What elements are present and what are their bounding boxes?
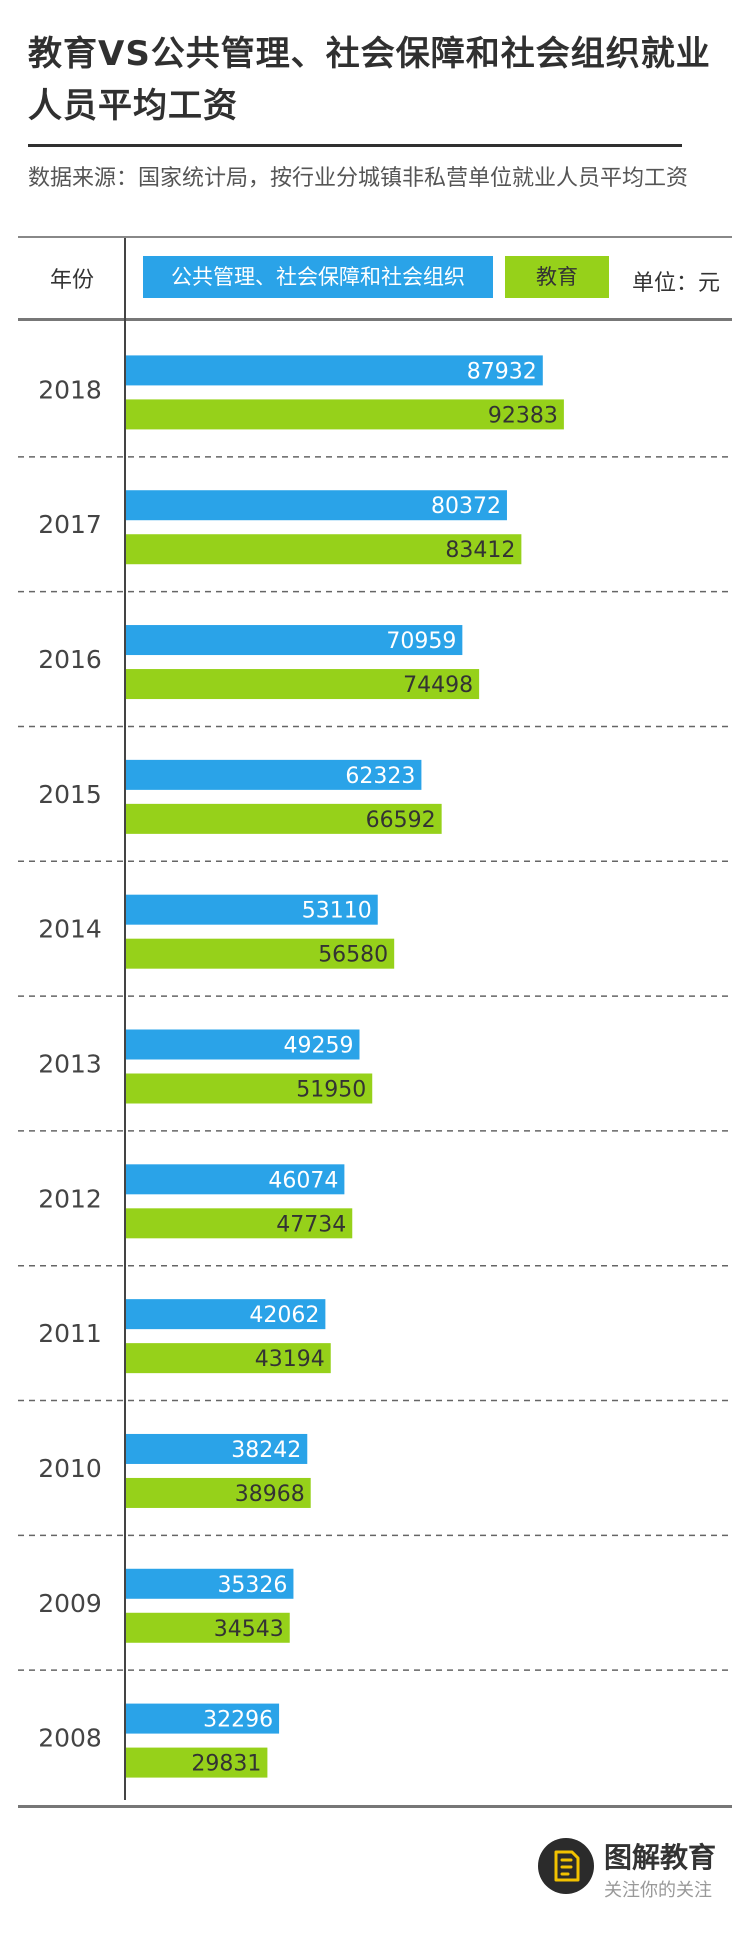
bar-public-admin <box>126 894 378 925</box>
bar-public-admin <box>126 490 507 521</box>
year-label: 2018 <box>38 375 102 404</box>
bar-public-admin <box>126 355 543 386</box>
year-label: 2013 <box>38 1050 102 1079</box>
value-label-public-admin: 87932 <box>467 359 537 384</box>
brand-tagline: 关注你的关注 <box>604 1880 712 1901</box>
unit-label: 单位：元 <box>632 271 721 296</box>
value-label-education: 29831 <box>191 1752 261 1777</box>
value-label-public-admin: 38242 <box>231 1438 301 1463</box>
header-bottom-divider <box>18 318 732 321</box>
bar-education <box>126 399 564 430</box>
value-label-education: 83412 <box>445 538 515 563</box>
value-label-public-admin: 42062 <box>249 1303 319 1328</box>
value-label-public-admin: 80372 <box>431 494 501 519</box>
bar-education <box>126 1208 353 1239</box>
value-label-education: 51950 <box>296 1078 366 1103</box>
chart-title: 教育VS公共管理、社会保障和社会组织就业人员平均工资 <box>28 34 711 126</box>
year-label: 2010 <box>38 1454 102 1483</box>
value-label-education: 56580 <box>318 943 388 968</box>
bar-education <box>126 1073 373 1104</box>
value-label-public-admin: 35326 <box>217 1573 287 1598</box>
value-label-public-admin: 62323 <box>345 764 415 789</box>
bar-public-admin <box>126 1299 326 1330</box>
bar-public-admin <box>126 1164 345 1195</box>
year-label: 2016 <box>38 645 102 674</box>
bar-public-admin <box>126 1433 308 1464</box>
bar-public-admin <box>126 1029 360 1060</box>
value-label-education: 92383 <box>488 403 558 428</box>
value-label-education: 74498 <box>403 673 473 698</box>
year-label: 2009 <box>38 1589 102 1618</box>
value-label-public-admin: 70959 <box>386 629 456 654</box>
value-label-education: 66592 <box>366 808 436 833</box>
bar-education <box>126 669 480 700</box>
brand-logo-icon <box>538 1838 594 1894</box>
legend-public-admin: 公共管理、社会保障和社会组织 <box>143 256 493 298</box>
value-label-public-admin: 53110 <box>302 899 372 924</box>
bar-education <box>126 534 522 565</box>
bar-education <box>126 1477 311 1508</box>
value-label-public-admin: 49259 <box>283 1034 353 1059</box>
brand-name: 图解教育 <box>604 1841 717 1874</box>
bar-public-admin <box>126 759 422 790</box>
year-label: 2012 <box>38 1184 102 1213</box>
bar-education <box>126 1612 290 1643</box>
year-label: 2008 <box>38 1724 102 1753</box>
data-source-note: 数据来源：国家统计局，按行业分城镇非私营单位就业人员平均工资 <box>28 166 689 191</box>
value-label-public-admin: 46074 <box>268 1168 338 1193</box>
value-label-education: 38968 <box>235 1482 305 1507</box>
year-column-header: 年份 <box>50 268 95 293</box>
bar-education <box>126 1343 331 1374</box>
bar-public-admin <box>126 625 463 656</box>
value-label-public-admin: 32296 <box>203 1708 273 1733</box>
year-label: 2015 <box>38 780 102 809</box>
bar-education <box>126 1747 268 1778</box>
bar-education <box>126 938 395 969</box>
header-top-divider <box>18 236 732 238</box>
year-label: 2011 <box>38 1319 102 1348</box>
bar-public-admin <box>126 1568 294 1599</box>
category-axis-line <box>124 238 126 1800</box>
legend-education: 教育 <box>505 256 609 298</box>
bar-public-admin <box>126 1703 280 1734</box>
bar-education <box>126 803 442 834</box>
title-underline <box>28 144 682 147</box>
year-label: 2014 <box>38 915 102 944</box>
year-label: 2017 <box>38 510 102 539</box>
value-label-education: 43194 <box>255 1347 325 1372</box>
value-label-education: 34543 <box>214 1617 284 1642</box>
footer-divider <box>18 1805 732 1808</box>
value-label-education: 47734 <box>276 1212 346 1237</box>
